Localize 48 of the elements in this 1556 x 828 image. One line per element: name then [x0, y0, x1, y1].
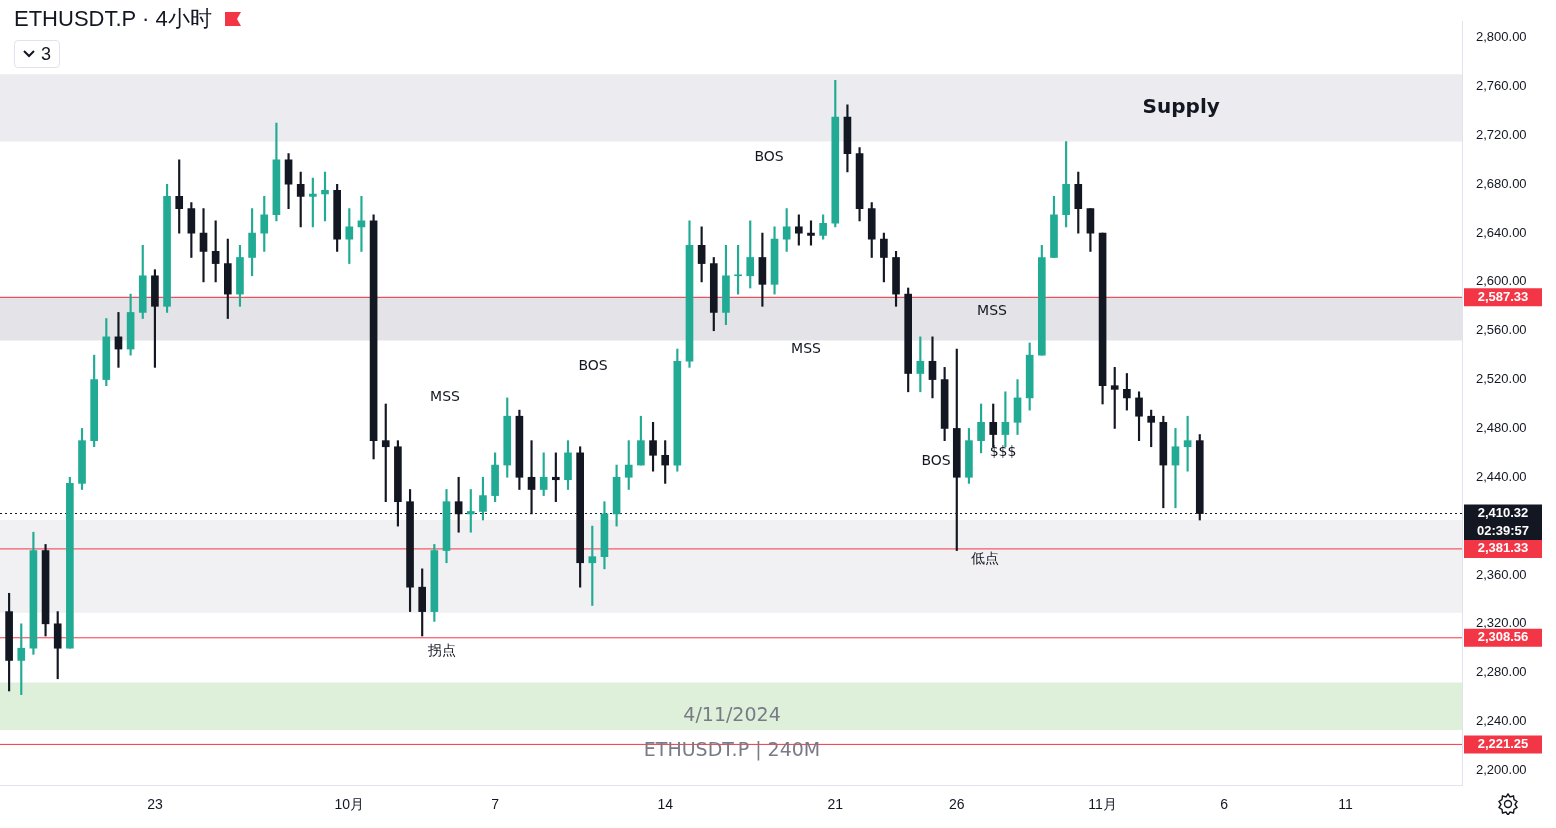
annotation: 4/11/2024 — [683, 702, 781, 725]
x-tick-label: 7 — [491, 796, 500, 813]
y-tick-label: 2,680.00 — [1476, 175, 1527, 191]
x-tick-label: 11月 — [1088, 796, 1117, 813]
annotation: MSS — [791, 339, 822, 356]
candlestick — [199, 208, 208, 283]
candlestick — [527, 440, 536, 515]
y-tick-label: 2,320.00 — [1476, 615, 1527, 631]
annotation: $$$ — [989, 442, 1017, 459]
candlestick — [928, 336, 937, 399]
y-tick-label: 2,640.00 — [1476, 224, 1527, 240]
annotation: 3 — [40, 43, 51, 65]
annotation: BOS — [921, 451, 951, 468]
y-tick-label: 2,200.00 — [1476, 761, 1527, 777]
ref-line-label: 2,381.33 — [1477, 540, 1529, 556]
ref-line-label: 2,410.32 02:39:57 — [1476, 505, 1530, 539]
y-tick-label: 2,520.00 — [1476, 371, 1527, 387]
x-tick-label: 23 — [147, 796, 163, 813]
x-tick-label: 26 — [948, 796, 965, 813]
annotation: ETHUSDT.P | 240M — [643, 737, 821, 761]
y-tick-label: 2,760.00 — [1476, 78, 1527, 94]
x-tick-label: 10月 — [334, 796, 365, 813]
y-tick-label: 2,560.00 — [1476, 322, 1527, 338]
y-tick-label: 2,480.00 — [1476, 420, 1527, 436]
chart-title: ETHUSDT.P · 4小时 — [14, 5, 212, 33]
y-tick-label: 2,800.00 — [1476, 29, 1527, 45]
ref-line-label: 2,308.56 — [1477, 629, 1529, 645]
x-tick-label: 14 — [657, 796, 674, 813]
y-tick-label: 2,280.00 — [1476, 664, 1527, 680]
y-tick-label: 2,600.00 — [1476, 273, 1527, 289]
annotation: BOS — [754, 147, 784, 164]
x-tick-label: 11 — [1338, 796, 1354, 813]
annotation: MSS — [430, 387, 461, 404]
band-label: Supply — [1142, 94, 1220, 119]
collapse-control: 3 — [14, 40, 60, 68]
y-tick-label: 2,440.00 — [1476, 468, 1527, 484]
y-tick-label: 2,360.00 — [1476, 566, 1527, 582]
ref-line-label: 2,221.25 — [1477, 735, 1529, 751]
ref-line-label: 2,587.33 — [1477, 288, 1529, 304]
annotation: MSS — [977, 301, 1008, 318]
candlestick — [1171, 428, 1180, 509]
y-tick-label: 2,720.00 — [1476, 126, 1527, 142]
y-tick-label: 2,240.00 — [1476, 713, 1527, 729]
x-tick-label: 21 — [827, 796, 844, 813]
annotation: BOS — [578, 356, 608, 373]
annotation: 低点 — [971, 549, 999, 566]
x-tick-label: 6 — [1220, 796, 1229, 813]
annotation: 拐点 — [427, 641, 456, 658]
